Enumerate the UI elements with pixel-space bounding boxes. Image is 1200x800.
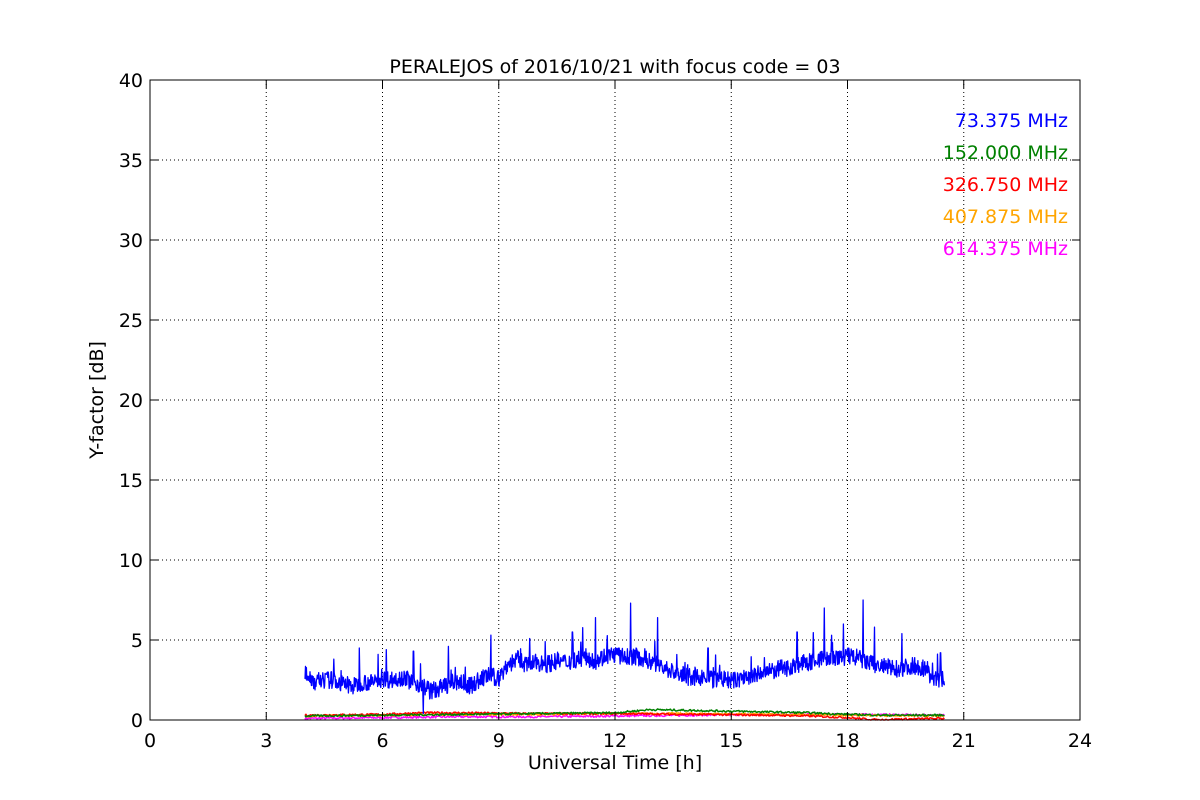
x-axis-label: Universal Time [h] — [528, 752, 702, 774]
series-layer — [304, 599, 946, 721]
chart-title: PERALEJOS of 2016/10/21 with focus code … — [389, 56, 840, 78]
legend-entry: 326.750 MHz — [943, 174, 1068, 196]
x-tick-label: 15 — [719, 730, 743, 752]
series-line — [304, 599, 946, 715]
x-tick-label: 0 — [144, 730, 156, 752]
y-tick-label: 25 — [119, 310, 143, 332]
y-tick-label: 15 — [119, 470, 143, 492]
y-tick-label: 40 — [119, 70, 143, 92]
series-line — [304, 708, 945, 718]
ticks: 0 3 6 9 12 15 18 21 24 0 5 10 15 20 25 30 35 40 — [119, 70, 1092, 752]
x-tick-label: 3 — [260, 730, 272, 752]
legend-entry: 73.375 MHz — [955, 110, 1068, 132]
legend-entry: 407.875 MHz — [943, 206, 1068, 228]
legend-entry: 614.375 MHz — [943, 238, 1068, 260]
y-tick-label: 0 — [131, 710, 143, 732]
y-tick-label: 10 — [119, 550, 143, 572]
x-tick-label: 9 — [493, 730, 505, 752]
y-tick-label: 5 — [131, 630, 143, 652]
grid — [150, 80, 1080, 720]
y-axis-label: Y-factor [dB] — [86, 341, 108, 460]
y-tick-label: 30 — [119, 230, 143, 252]
x-tick-label: 12 — [603, 730, 627, 752]
y-tick-label: 35 — [119, 150, 143, 172]
x-tick-label: 24 — [1068, 730, 1092, 752]
y-tick-label: 20 — [119, 390, 143, 412]
legend-entry: 152.000 MHz — [943, 142, 1068, 164]
legend: 73.375 MHz 152.000 MHz 326.750 MHz 407.875 … — [943, 110, 1068, 260]
x-tick-label: 21 — [952, 730, 976, 752]
x-tick-label: 6 — [376, 730, 388, 752]
x-tick-label: 18 — [835, 730, 859, 752]
